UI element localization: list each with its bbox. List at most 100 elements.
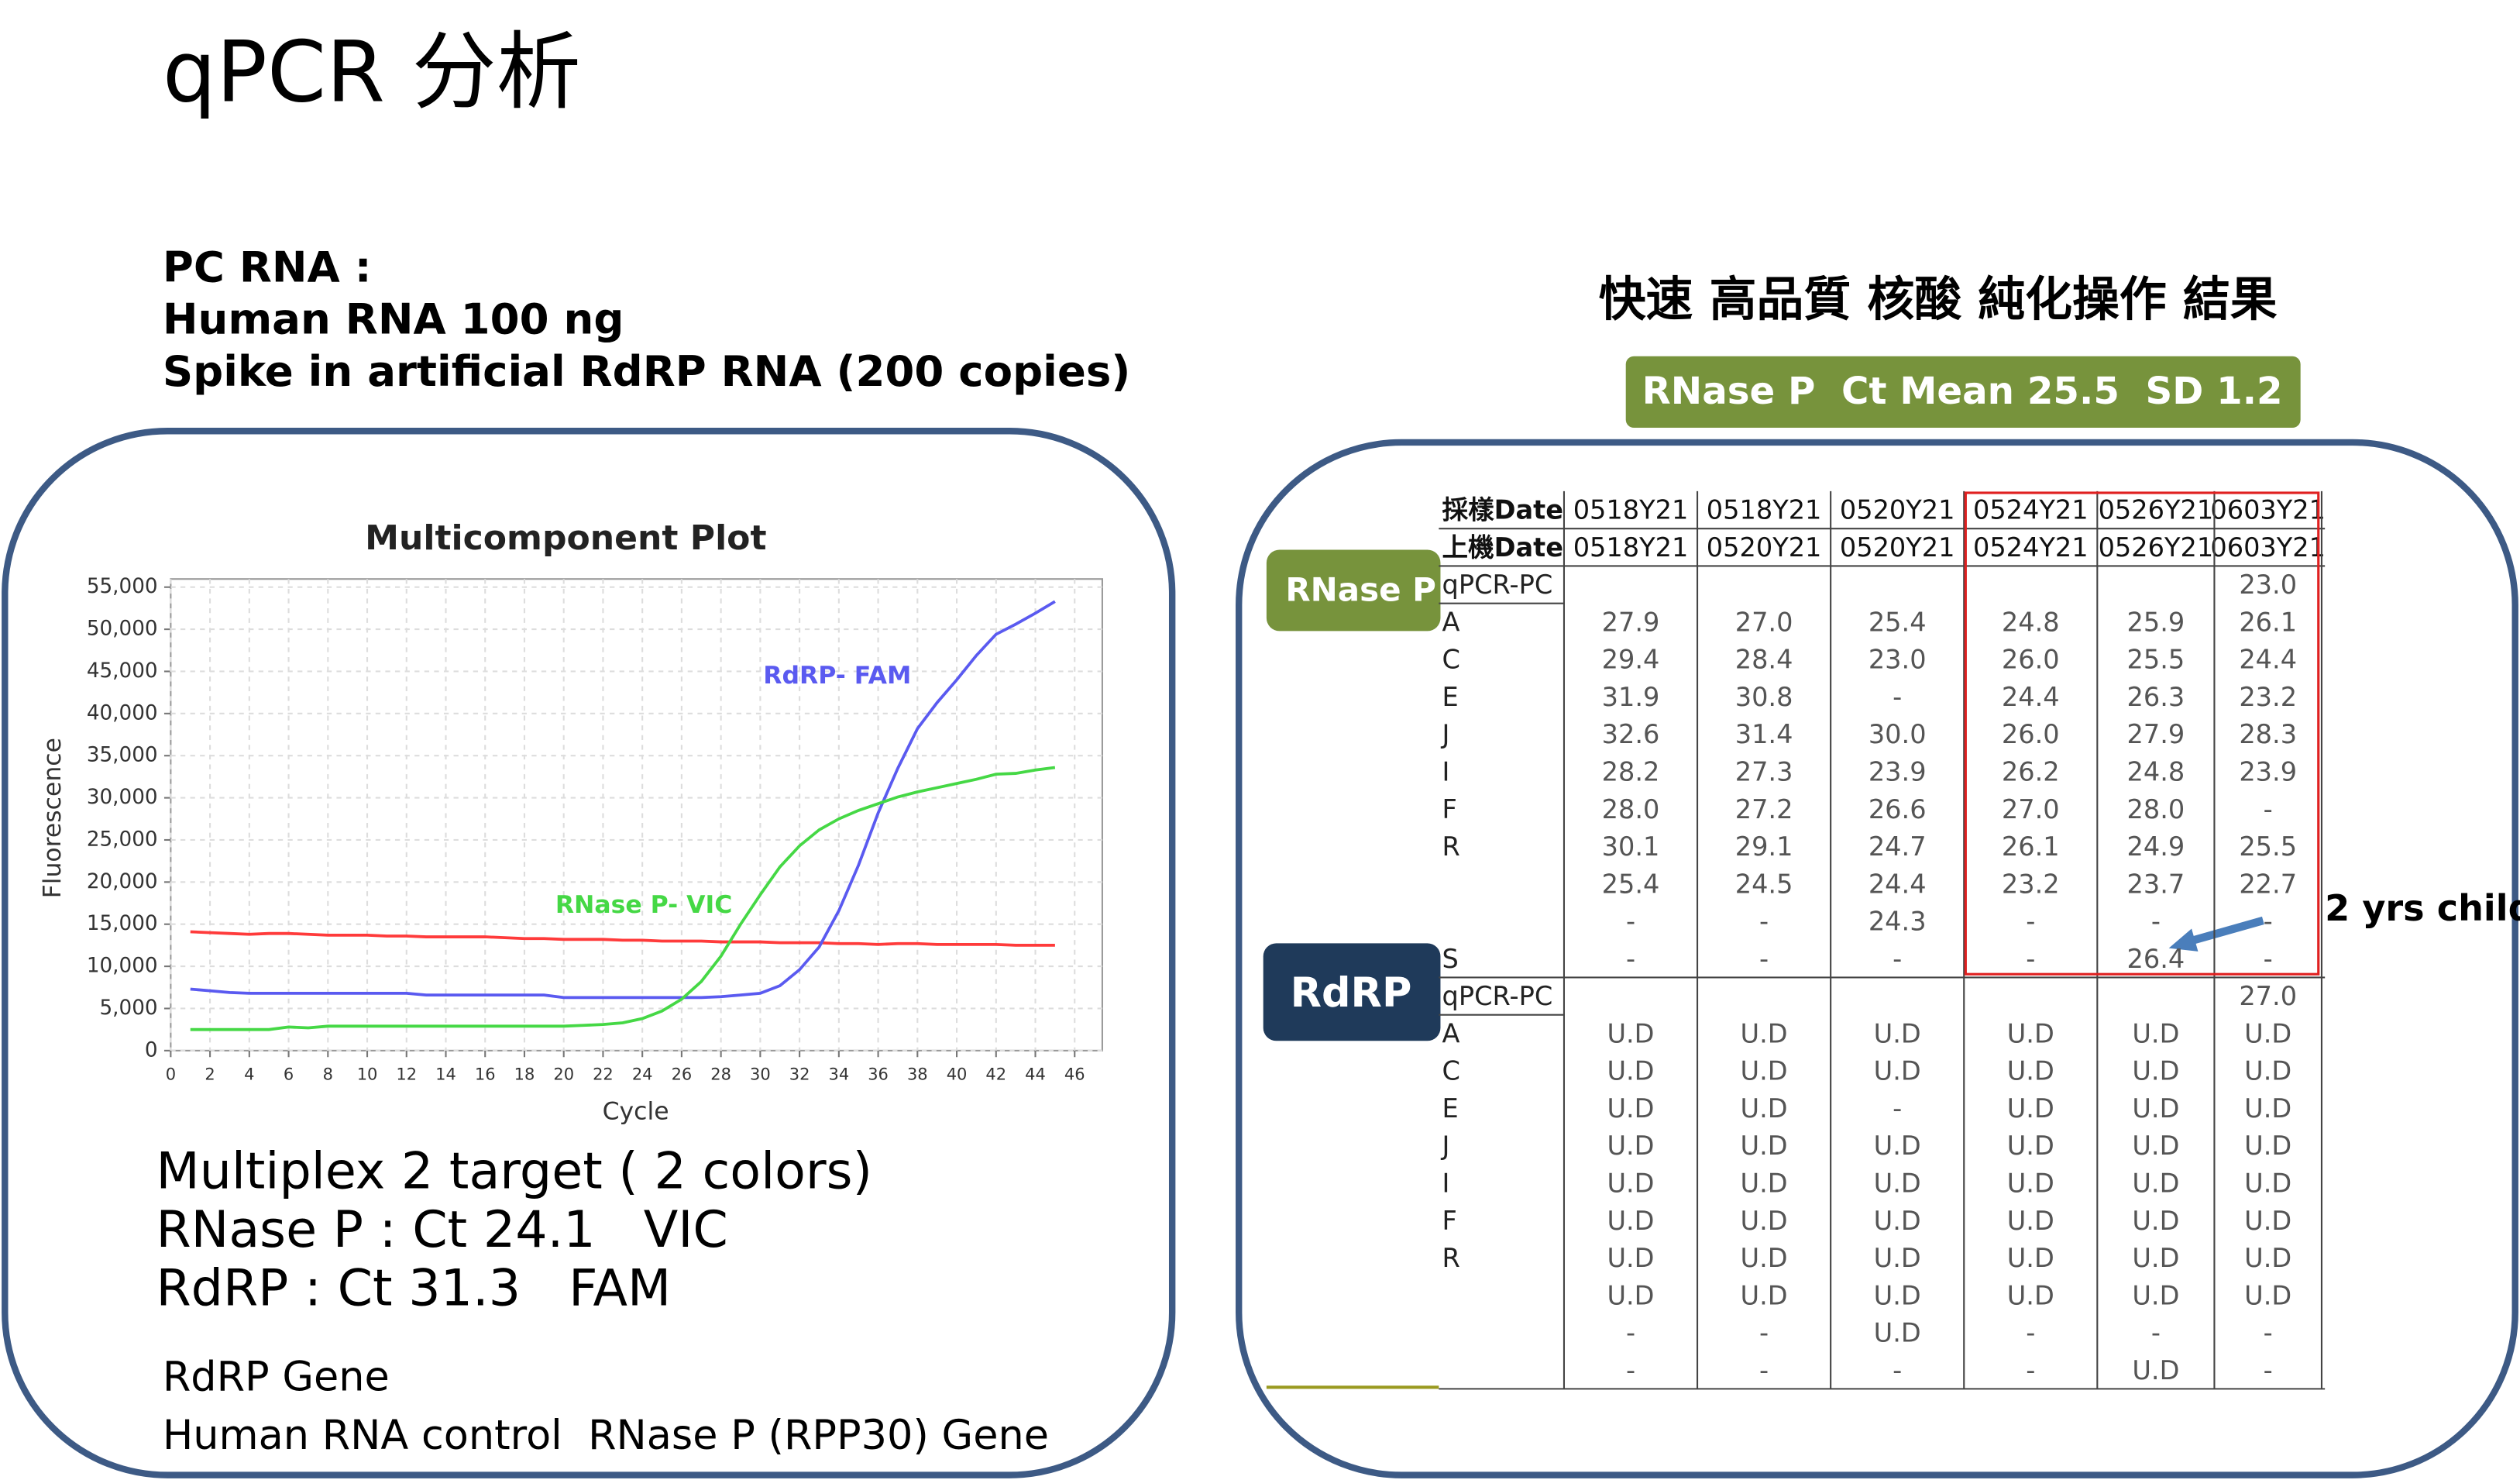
table-cell: 28.0 xyxy=(1602,794,1660,824)
table-cell: - xyxy=(1893,682,1902,712)
table-cell: - xyxy=(1893,1093,1902,1124)
pc-rna-line: Spike in artificial RdRP RNA (200 copies… xyxy=(163,346,1130,396)
table-cell: 27.0 xyxy=(2239,981,2297,1011)
table-cell: 27.9 xyxy=(2127,719,2185,749)
table-cell: 29.4 xyxy=(1602,645,1660,675)
plot-area xyxy=(170,578,1103,1051)
table-cell: - xyxy=(1626,1355,1635,1385)
y-tick-label: 0 xyxy=(145,1038,158,1062)
table-cell: 27.2 xyxy=(1735,794,1793,824)
table-cell: 27.0 xyxy=(1735,607,1793,637)
chart-title: Multicomponent Plot xyxy=(365,518,766,558)
table-cell: U.D xyxy=(1874,1318,1921,1348)
table-cell: 26.2 xyxy=(2002,757,2060,787)
x-tick-label: 40 xyxy=(947,1065,968,1083)
x-tick-label: 32 xyxy=(789,1065,810,1083)
left-panel xyxy=(2,428,1176,1478)
annotation: 2 yrs child xyxy=(2325,887,2520,929)
table-cell: 28.4 xyxy=(1735,645,1793,675)
table-cell: 0520Y21 xyxy=(1840,495,1955,525)
table-cell: 26.1 xyxy=(2239,607,2297,637)
table-cell: U.D xyxy=(1874,1206,1921,1236)
table-cell: 23.7 xyxy=(2127,869,2185,899)
table-cell: U.D xyxy=(1741,1206,1788,1236)
row-label: I xyxy=(1442,1168,1450,1198)
row-label: R xyxy=(1442,1243,1460,1273)
table-cell: 0526Y21 xyxy=(2099,532,2214,563)
table-cell: 23.9 xyxy=(2239,757,2297,787)
table-cell: 24.7 xyxy=(1869,831,1927,862)
x-tick-label: 12 xyxy=(396,1065,417,1083)
row-label: S xyxy=(1442,944,1459,974)
table-cell: 0524Y21 xyxy=(1973,495,2089,525)
table-cell: - xyxy=(2264,794,2273,824)
table-cell: 24.8 xyxy=(2002,607,2060,637)
y-axis-label: Fluorescence xyxy=(39,738,67,898)
table-cell: 24.4 xyxy=(2239,645,2297,675)
table-cell: U.D xyxy=(2132,1243,2179,1273)
x-tick-label: 10 xyxy=(357,1065,378,1083)
table-cell: - xyxy=(2264,1355,2273,1385)
row-label: J xyxy=(1441,719,1450,749)
result-title: 快速 高品質 核酸 純化操作 結果 xyxy=(1599,273,2278,327)
table-cell: U.D xyxy=(1607,1018,1654,1048)
table-cell: 24.4 xyxy=(1869,869,1927,899)
table-cell: 28.2 xyxy=(1602,757,1660,787)
table-cell: U.D xyxy=(1874,1018,1921,1048)
table-cell: 26.4 xyxy=(2127,944,2185,974)
table-cell: 0603Y21 xyxy=(2210,495,2326,525)
table-cell: U.D xyxy=(1874,1168,1921,1198)
x-tick-label: 22 xyxy=(593,1065,614,1083)
table-cell: 0518Y21 xyxy=(1573,495,1689,525)
x-tick-label: 4 xyxy=(244,1065,254,1083)
y-tick-label: 35,000 xyxy=(87,744,158,767)
row-label: qPCR-PC xyxy=(1442,981,1553,1011)
series-line xyxy=(190,766,1056,1031)
multiplex-line: Multiplex 2 target ( 2 colors) xyxy=(156,1142,872,1200)
table-cell: - xyxy=(2151,907,2161,937)
table-cell: - xyxy=(1893,944,1902,974)
table-cell: - xyxy=(1893,1355,1902,1385)
table-cell: 0524Y21 xyxy=(1973,532,2089,563)
series-line xyxy=(190,600,1056,1000)
table-cell: 29.1 xyxy=(1735,831,1793,862)
table-cell: 24.8 xyxy=(2127,757,2185,787)
row-label: E xyxy=(1442,1093,1459,1124)
row-label: I xyxy=(1442,757,1450,787)
rdrp-badge-box xyxy=(1263,943,1441,1041)
y-tick-label: 40,000 xyxy=(87,701,158,725)
table-cell: - xyxy=(2264,1318,2273,1348)
table-cell: U.D xyxy=(2244,1018,2291,1048)
table-cell: U.D xyxy=(2132,1206,2179,1236)
row-label: E xyxy=(1442,682,1459,712)
annotation-arrow xyxy=(2187,916,2264,946)
table-cell: U.D xyxy=(1741,1056,1788,1086)
table-cell: U.D xyxy=(2132,1280,2179,1310)
table-cell: U.D xyxy=(1874,1131,1921,1161)
row-label: C xyxy=(1442,1056,1460,1086)
table-cell: 25.5 xyxy=(2127,645,2185,675)
slide-title: qPCR 分析 xyxy=(163,23,581,122)
table-cell: U.D xyxy=(2132,1093,2179,1124)
table-cell: U.D xyxy=(1607,1243,1654,1273)
table-cell: 27.9 xyxy=(1602,607,1660,637)
table-cell: - xyxy=(2151,1318,2161,1348)
x-tick-label: 34 xyxy=(828,1065,849,1083)
table-cell: U.D xyxy=(2007,1056,2054,1086)
table-cell: 23.0 xyxy=(1869,645,1927,675)
table-cell: - xyxy=(1759,907,1769,937)
table-cell: 32.6 xyxy=(1602,719,1660,749)
multiplex-line: RNase P : Ct 24.1 VIC xyxy=(156,1201,727,1259)
right-panel xyxy=(1236,439,2518,1478)
y-tick-label: 30,000 xyxy=(87,786,158,809)
x-tick-label: 2 xyxy=(205,1065,215,1083)
table-cell: 26.0 xyxy=(2002,719,2060,749)
table-cell: U.D xyxy=(2244,1280,2291,1310)
row-label: 採樣Date xyxy=(1442,495,1563,525)
table-cell: 23.0 xyxy=(2239,570,2297,600)
table-cell: 0518Y21 xyxy=(1573,532,1689,563)
table-cell: 26.0 xyxy=(2002,645,2060,675)
y-tick-label: 25,000 xyxy=(87,828,158,851)
